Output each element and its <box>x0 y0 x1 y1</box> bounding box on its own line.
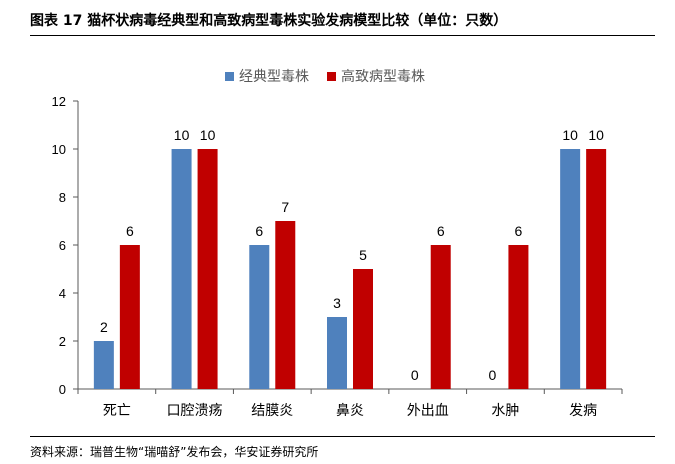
title-rule <box>30 35 655 36</box>
y-tick-label: 2 <box>59 334 66 349</box>
data-label: 0 <box>489 367 497 383</box>
bar-virulent <box>197 149 218 389</box>
y-tick-label: 6 <box>59 238 66 253</box>
y-tick-label: 10 <box>52 142 66 157</box>
bar-virulent <box>353 269 373 389</box>
footer-rule <box>30 436 655 437</box>
source-note: 资料来源：瑞普生物“瑞喵舒”发布会，华安证券研究所 <box>30 445 319 459</box>
data-label: 2 <box>100 319 108 335</box>
bar-chart: 0 2 4 6 8 10 12 死亡 2 6 口腔溃疡 10 10 结膜炎 6 7 鼻炎 3 5 外出血 0 6 水肿 0 6 发… <box>52 68 623 418</box>
y-tick-label: 0 <box>59 382 66 397</box>
x-tick-label: 结膜炎 <box>251 402 293 418</box>
x-tick-label: 外出血 <box>407 402 449 418</box>
bar-virulent <box>275 221 296 389</box>
bar-virulent <box>586 149 607 389</box>
bar-classic <box>171 149 192 389</box>
bar-classic <box>560 149 581 389</box>
x-tick-label: 鼻炎 <box>336 402 364 418</box>
x-tick-label: 水肿 <box>491 402 519 418</box>
data-label: 7 <box>281 199 289 215</box>
data-label: 0 <box>411 367 419 383</box>
figure-title: 图表 17 猫杯状病毒经典型和高致病型毒株实验发病模型比较（单位：只数） <box>30 13 508 29</box>
y-tick-label: 4 <box>59 286 66 301</box>
bar-classic <box>327 317 347 389</box>
data-label: 3 <box>333 295 341 311</box>
data-label: 10 <box>200 127 216 143</box>
data-label: 6 <box>126 223 134 239</box>
data-label: 10 <box>174 127 190 143</box>
legend-swatch-virulent <box>327 72 336 81</box>
data-label: 5 <box>359 247 367 263</box>
bar-virulent <box>508 245 529 389</box>
y-tick-label: 12 <box>52 94 66 109</box>
data-label: 6 <box>515 223 523 239</box>
data-label: 6 <box>255 223 263 239</box>
bar-classic <box>249 245 270 389</box>
data-label: 6 <box>437 223 445 239</box>
bar-virulent <box>119 245 140 389</box>
legend-label: 高致病型毒株 <box>341 68 425 84</box>
legend-label: 经典型毒株 <box>239 68 309 84</box>
x-tick-label: 口腔溃疡 <box>167 402 223 418</box>
bar-virulent <box>430 245 451 389</box>
data-label: 10 <box>588 127 604 143</box>
y-tick-label: 8 <box>59 190 66 205</box>
bar-classic <box>93 341 114 389</box>
legend-swatch-classic <box>225 72 234 81</box>
x-tick-label: 发病 <box>569 402 597 418</box>
data-label: 10 <box>562 127 578 143</box>
x-tick-label: 死亡 <box>103 402 131 418</box>
